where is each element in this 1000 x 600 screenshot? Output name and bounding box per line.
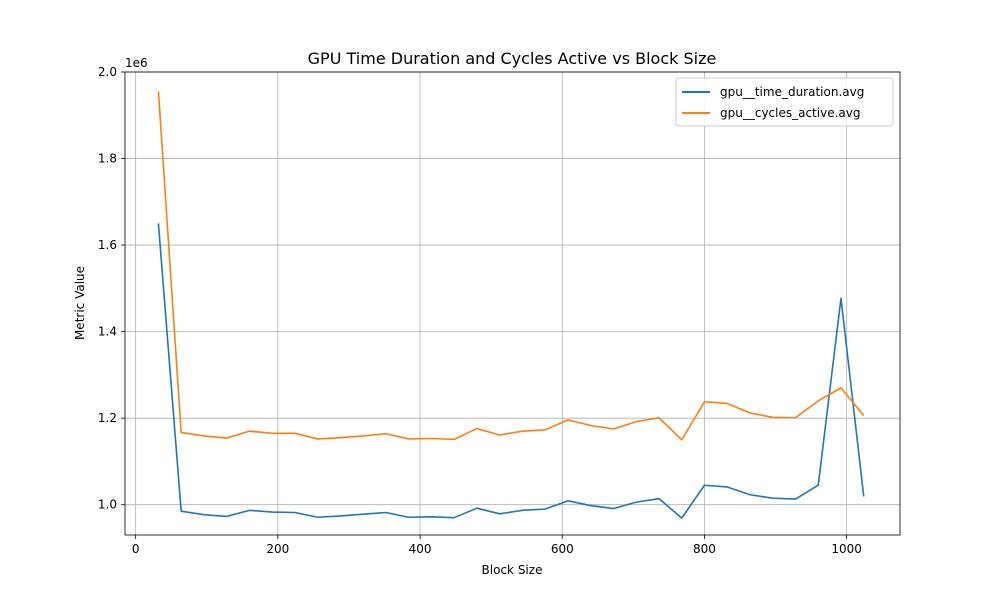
- y-tick-label: 1.0: [98, 498, 117, 512]
- series-lines: [157, 91, 865, 519]
- x-tick-label: 200: [266, 542, 289, 556]
- x-tick-label: 800: [693, 542, 716, 556]
- x-axis-label: Block Size: [482, 563, 543, 577]
- legend-label-2: gpu__cycles_active.avg: [720, 106, 860, 120]
- x-tick-label: 600: [551, 542, 574, 556]
- x-tick-label: 0: [132, 542, 140, 556]
- y-tick-label: 1.2: [98, 411, 117, 425]
- y-tick-label: 1.6: [98, 238, 117, 252]
- plot-frame: [124, 71, 901, 536]
- chart-title: GPU Time Duration and Cycles Active vs B…: [308, 49, 717, 68]
- legend-box: [675, 77, 894, 127]
- series-line-1: [157, 223, 865, 519]
- ticks: 0 200 400 600 800 1000 1.0 1.2 1.4 1.6 1.8 2.0: [98, 65, 862, 556]
- legend: gpu__time_duration.avg gpu__cycles_active…: [675, 77, 894, 127]
- y-offset-label: 1e6: [125, 56, 148, 70]
- legend-label-1: gpu__time_duration.avg: [720, 85, 864, 99]
- y-tick-label: 2.0: [98, 65, 117, 79]
- series-line-2: [157, 91, 865, 441]
- y-axis-label: Metric Value: [73, 266, 87, 340]
- x-tick-label: 400: [409, 542, 432, 556]
- y-tick-label: 1.8: [98, 152, 117, 166]
- x-tick-label: 1000: [831, 542, 862, 556]
- grid: [125, 71, 900, 535]
- y-tick-label: 1.4: [98, 325, 117, 339]
